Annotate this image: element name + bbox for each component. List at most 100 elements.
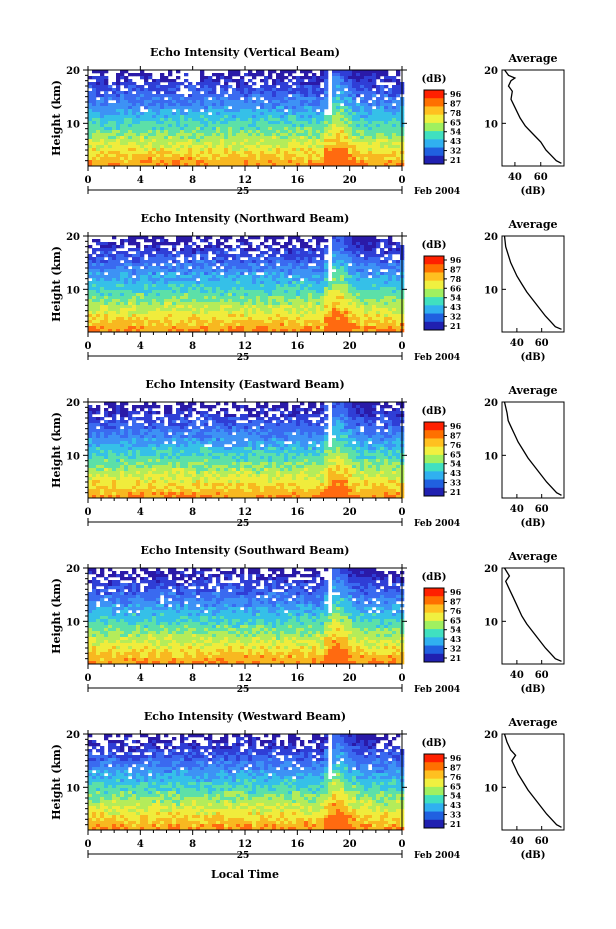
- heatmap-cell: [100, 290, 105, 294]
- heatmap-cell: [324, 148, 329, 152]
- heatmap-cell: [260, 115, 265, 119]
- heatmap-cell: [168, 73, 173, 77]
- heatmap-cell: [368, 296, 373, 300]
- heatmap-cell: [284, 263, 289, 267]
- heatmap-cell: [272, 248, 277, 252]
- heatmap-cell: [168, 242, 173, 246]
- heatmap-cell: [256, 402, 261, 406]
- heatmap-cell: [284, 402, 289, 406]
- heatmap-cell: [204, 160, 209, 164]
- heatmap-cell: [252, 73, 257, 77]
- heatmap-cell: [348, 136, 353, 140]
- heatmap-cell: [96, 411, 101, 415]
- heatmap-cell: [268, 130, 273, 134]
- heatmap-cell: [384, 296, 389, 300]
- heatmap-cell: [396, 248, 401, 252]
- heatmap-cell: [172, 163, 177, 167]
- heatmap-cell: [180, 275, 185, 279]
- heatmap-cell: [184, 103, 189, 107]
- heatmap-cell: [168, 290, 173, 294]
- heatmap-cell: [284, 85, 289, 89]
- heatmap-cell: [128, 115, 133, 119]
- heatmap-cell: [136, 91, 141, 95]
- heatmap-cell: [372, 130, 377, 134]
- heatmap-cell: [220, 109, 225, 113]
- heatmap-cell: [136, 154, 141, 158]
- heatmap-cell: [348, 314, 353, 318]
- heatmap-cell: [392, 136, 397, 140]
- heatmap-cell: [244, 130, 249, 134]
- heatmap-cell: [344, 121, 349, 125]
- heatmap-cell: [324, 106, 329, 110]
- heatmap-cell: [124, 278, 129, 282]
- heatmap-cell: [132, 112, 137, 116]
- heatmap-cell: [132, 326, 137, 330]
- heatmap-cell: [144, 160, 149, 164]
- heatmap-cell: [376, 130, 381, 134]
- heatmap-cell: [208, 326, 213, 330]
- heatmap-cell: [188, 239, 193, 243]
- heatmap-cell: [332, 100, 337, 104]
- heatmap-cell: [180, 151, 185, 155]
- heatmap-cell: [184, 287, 189, 291]
- heatmap-cell: [96, 160, 101, 164]
- heatmap-cell: [248, 118, 253, 122]
- heatmap-cell: [268, 157, 273, 161]
- heatmap-cell: [256, 145, 261, 149]
- heatmap-cell: [396, 106, 401, 110]
- heatmap-cell: [308, 79, 313, 83]
- heatmap-cell: [88, 296, 93, 300]
- heatmap-cell: [304, 314, 309, 318]
- heatmap-cell: [356, 124, 361, 128]
- heatmap-cell: [268, 302, 273, 306]
- heatmap-cell: [220, 287, 225, 291]
- heatmap-cell: [216, 121, 221, 125]
- heatmap-cell: [360, 106, 365, 110]
- heatmap-cell: [320, 97, 325, 101]
- heatmap-cell: [336, 130, 341, 134]
- heatmap-cell: [172, 94, 177, 98]
- heatmap-cell: [176, 148, 181, 152]
- heatmap-cell: [124, 100, 129, 104]
- heatmap-cell: [284, 290, 289, 294]
- heatmap-cell: [148, 269, 153, 273]
- heatmap-cell: [332, 73, 337, 77]
- heatmap-cell: [216, 402, 221, 406]
- heatmap-cell: [372, 272, 377, 276]
- heatmap-cell: [168, 94, 173, 98]
- heatmap-cell: [112, 148, 117, 152]
- colorbar-segment: [424, 122, 444, 132]
- heatmap-cell: [104, 142, 109, 146]
- heatmap-cell: [344, 326, 349, 330]
- heatmap-cell: [96, 263, 101, 267]
- heatmap-cell: [264, 299, 269, 303]
- heatmap-cell: [196, 317, 201, 321]
- heatmap-cell: [156, 148, 161, 152]
- heatmap-cell: [172, 248, 177, 252]
- heatmap-cell: [320, 248, 325, 252]
- heatmap-cell: [132, 411, 137, 415]
- heatmap-cell: [100, 124, 105, 128]
- heatmap-cell: [136, 157, 141, 161]
- heatmap-cell: [268, 314, 273, 318]
- heatmap-cell: [240, 236, 245, 240]
- heatmap-cell: [276, 269, 281, 273]
- heatmap-cell: [88, 326, 93, 330]
- heatmap-cell: [112, 302, 117, 306]
- heatmap-cell: [348, 124, 353, 128]
- heatmap-cell: [348, 269, 353, 273]
- heatmap-cell: [240, 157, 245, 161]
- heatmap-cell: [376, 308, 381, 312]
- heatmap-cell: [268, 293, 273, 297]
- heatmap-cell: [96, 109, 101, 113]
- heatmap-cell: [248, 124, 253, 128]
- heatmap-cell: [280, 281, 285, 285]
- heatmap-cell: [104, 314, 109, 318]
- heatmap-cell: [120, 142, 125, 146]
- heatmap-cell: [396, 112, 401, 116]
- heatmap-cell: [284, 100, 289, 104]
- heatmap-cell: [244, 266, 249, 270]
- heatmap-cell: [112, 157, 117, 161]
- heatmap-cell: [352, 284, 357, 288]
- heatmap-cell: [116, 136, 121, 140]
